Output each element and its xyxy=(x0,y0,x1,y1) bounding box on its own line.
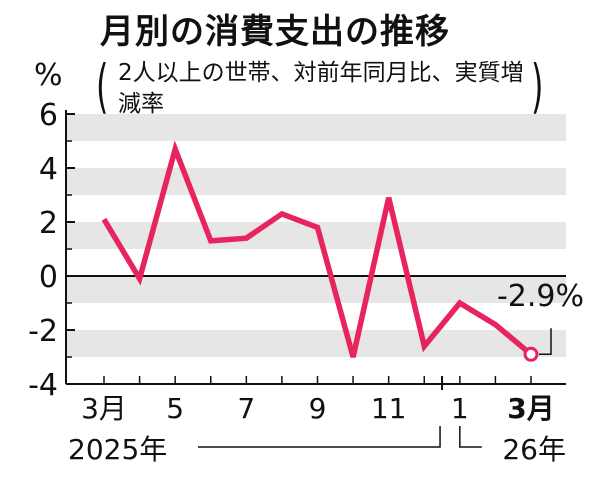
y-tick-label: 2 xyxy=(39,206,58,241)
x-tick-label: 3月 xyxy=(507,392,554,425)
x-tick-label: 3月 xyxy=(81,392,127,425)
y-axis: 6 4 2 0 -2 -4 xyxy=(28,98,566,403)
year-label-2026: 26年 xyxy=(502,433,566,466)
annotation-label: -2.9% xyxy=(497,279,584,314)
y-tick-label: -2 xyxy=(28,314,58,349)
year-label-2025: 2025年 xyxy=(68,433,167,466)
series-group xyxy=(101,140,539,362)
subtitle-open-paren: ( xyxy=(96,52,109,120)
series-line xyxy=(101,140,533,358)
year-bracket-2025 xyxy=(198,426,441,448)
x-tick-label: 9 xyxy=(309,392,327,425)
x-tick-label: 5 xyxy=(166,392,184,425)
y-tick-label: -4 xyxy=(28,368,58,403)
grid-band xyxy=(66,276,566,303)
annotation-leader xyxy=(539,328,552,356)
x-tick-label: 7 xyxy=(237,392,255,425)
subtitle-close-paren: ) xyxy=(531,52,544,120)
grid-band xyxy=(66,168,566,195)
chart-subtitle: 2人以上の世帯、対前年同月比、実質増減率 xyxy=(118,60,524,117)
y-tick-label: 0 xyxy=(39,260,58,295)
grid-band xyxy=(66,330,566,357)
chart-title: 月別の消費支出の推移 xyxy=(100,12,450,52)
grid-band xyxy=(66,114,566,141)
y-axis-unit: % xyxy=(34,58,63,93)
y-tick-label: 4 xyxy=(39,152,58,187)
last-point-marker xyxy=(523,346,539,362)
x-tick-label: 1 xyxy=(451,392,469,425)
annotation-group: -2.9% xyxy=(497,279,584,356)
year-bracket-2026 xyxy=(459,426,482,448)
y-tick-label: 6 xyxy=(39,98,58,133)
x-tick-label: 11 xyxy=(371,392,407,425)
